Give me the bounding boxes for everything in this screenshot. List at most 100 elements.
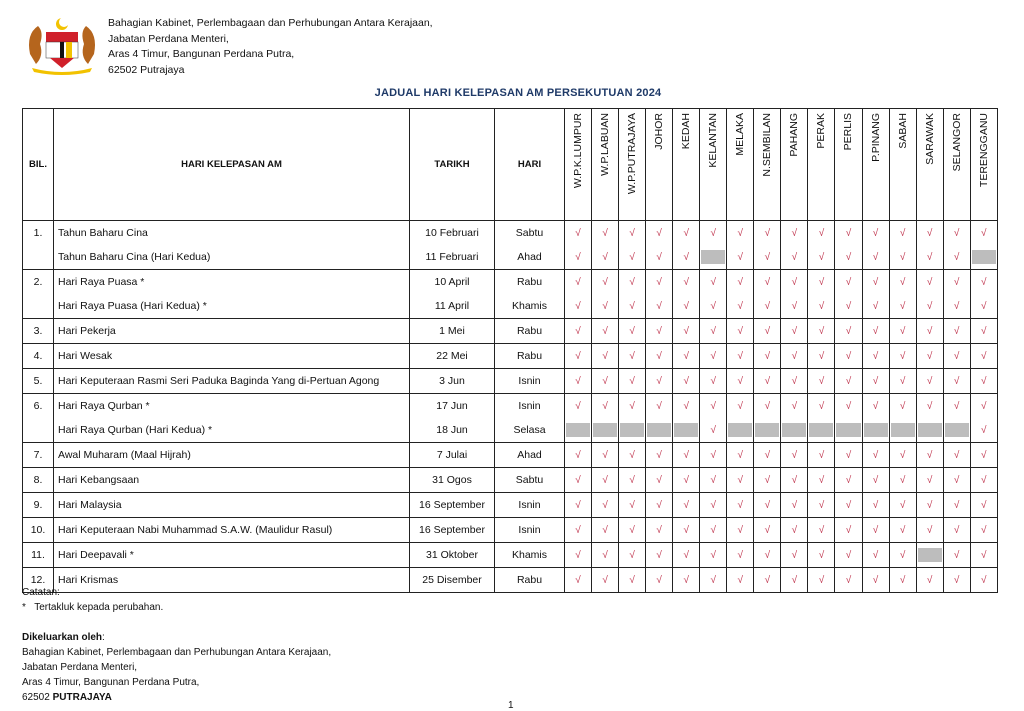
check-mark-icon: √ [645, 343, 674, 369]
check-mark-icon: √ [888, 567, 917, 593]
check-mark-icon: √ [969, 269, 998, 294]
column-header-state: SELANGOR [942, 108, 971, 221]
check-mark-icon: √ [807, 542, 836, 568]
check-mark-icon: √ [753, 467, 782, 493]
check-mark-icon: √ [861, 442, 890, 468]
check-mark-icon: √ [563, 467, 593, 493]
check-mark-icon: √ [861, 492, 890, 518]
issuer-line: Aras 4 Timur, Bangunan Perdana Putra, [22, 677, 200, 688]
check-mark-icon: √ [969, 294, 998, 319]
check-mark-icon: √ [699, 269, 728, 294]
check-mark-icon: √ [591, 368, 620, 394]
holiday-date: 18 Jun [409, 418, 495, 443]
check-mark-icon: √ [618, 245, 647, 270]
check-mark-icon: √ [834, 343, 863, 369]
check-mark-icon: √ [726, 269, 755, 294]
check-mark-icon: √ [645, 567, 674, 593]
check-mark-icon: √ [915, 220, 944, 245]
check-mark-icon: √ [780, 245, 809, 270]
holiday-name: Hari Raya Puasa * [53, 269, 410, 294]
holiday-day: Rabu [494, 318, 565, 344]
not-holiday-cell [942, 418, 971, 443]
check-mark-icon: √ [726, 318, 755, 344]
check-mark-icon: √ [591, 567, 620, 593]
state-name: W.P.PUTRAJAYA [626, 113, 639, 195]
check-mark-icon: √ [780, 220, 809, 245]
check-mark-icon: √ [888, 442, 917, 468]
check-mark-icon: √ [672, 220, 701, 245]
check-mark-icon: √ [699, 442, 728, 468]
check-mark-icon: √ [618, 343, 647, 369]
check-mark-icon: √ [618, 467, 647, 493]
check-mark-icon: √ [942, 294, 971, 319]
check-mark-icon: √ [969, 567, 998, 593]
not-holiday-cell [563, 418, 593, 443]
check-mark-icon: √ [942, 393, 971, 418]
not-holiday-cell [861, 418, 890, 443]
check-mark-icon: √ [915, 393, 944, 418]
issuer-line: Jabatan Perdana Menteri, [22, 662, 138, 673]
check-mark-icon: √ [780, 343, 809, 369]
check-mark-icon: √ [563, 542, 593, 568]
table-row: 6. Hari Raya Qurban * 17 Jun Isnin √ √ √ √ √ √ √ √ √… [22, 393, 998, 418]
holiday-name: Hari Malaysia [53, 492, 410, 518]
check-mark-icon: √ [591, 517, 620, 543]
holiday-day: Ahad [494, 442, 565, 468]
check-mark-icon: √ [834, 542, 863, 568]
check-mark-icon: √ [888, 393, 917, 418]
check-mark-icon: √ [699, 368, 728, 394]
not-holiday-cell [807, 418, 836, 443]
check-mark-icon: √ [834, 294, 863, 319]
check-mark-icon: √ [672, 294, 701, 319]
check-mark-icon: √ [699, 318, 728, 344]
check-mark-icon: √ [915, 318, 944, 344]
state-name: JOHOR [653, 113, 666, 150]
check-mark-icon: √ [563, 269, 593, 294]
check-mark-icon: √ [861, 368, 890, 394]
check-mark-icon: √ [591, 294, 620, 319]
column-header-state: MELAKA [726, 108, 755, 221]
check-mark-icon: √ [699, 220, 728, 245]
holiday-day: Isnin [494, 517, 565, 543]
table-row: 9. Hari Malaysia 16 September Isnin √ √ √ √ √ √ √ √… [22, 492, 998, 518]
holiday-name: Hari Kebangsaan [53, 467, 410, 493]
check-mark-icon: √ [672, 542, 701, 568]
colon: : [102, 632, 105, 643]
row-number: 6. [22, 393, 54, 418]
notes-label: Catatan: [22, 587, 60, 598]
table-row: 7. Awal Muharam (Maal Hijrah) 7 Julai Ahad √… [22, 442, 998, 468]
check-mark-icon: √ [672, 442, 701, 468]
check-mark-icon: √ [753, 442, 782, 468]
check-mark-icon: √ [618, 393, 647, 418]
column-header-state: W.P.PUTRAJAYA [618, 108, 647, 221]
check-mark-icon: √ [726, 220, 755, 245]
column-header-state: W.P.LABUAN [591, 108, 620, 221]
check-mark-icon: √ [915, 492, 944, 518]
check-mark-icon: √ [780, 542, 809, 568]
check-mark-icon: √ [834, 368, 863, 394]
check-mark-icon: √ [753, 318, 782, 344]
holiday-date: 3 Jun [409, 368, 495, 394]
issuer-city: PUTRAJAYA [52, 692, 112, 703]
check-mark-icon: √ [753, 542, 782, 568]
check-mark-icon: √ [780, 442, 809, 468]
holiday-day: Rabu [494, 567, 565, 593]
check-mark-icon: √ [969, 517, 998, 543]
row-number [22, 418, 54, 443]
holiday-name: Hari Keputeraan Rasmi Seri Paduka Bagind… [53, 368, 410, 394]
check-mark-icon: √ [753, 393, 782, 418]
address-line: Jabatan Perdana Menteri, [108, 32, 229, 45]
check-mark-icon: √ [726, 542, 755, 568]
check-mark-icon: √ [645, 269, 674, 294]
check-mark-icon: √ [753, 343, 782, 369]
holiday-name: Hari Deepavali * [53, 542, 410, 568]
column-header-state: P.PINANG [861, 108, 890, 221]
table-row: 5. Hari Keputeraan Rasmi Seri Paduka Bagi… [22, 368, 998, 394]
row-number: 8. [22, 467, 54, 493]
check-mark-icon: √ [563, 517, 593, 543]
check-mark-icon: √ [861, 269, 890, 294]
issuer-postcode: 62502 [22, 692, 50, 703]
holiday-day: Ahad [494, 245, 565, 270]
check-mark-icon: √ [969, 318, 998, 344]
check-mark-icon: √ [618, 220, 647, 245]
